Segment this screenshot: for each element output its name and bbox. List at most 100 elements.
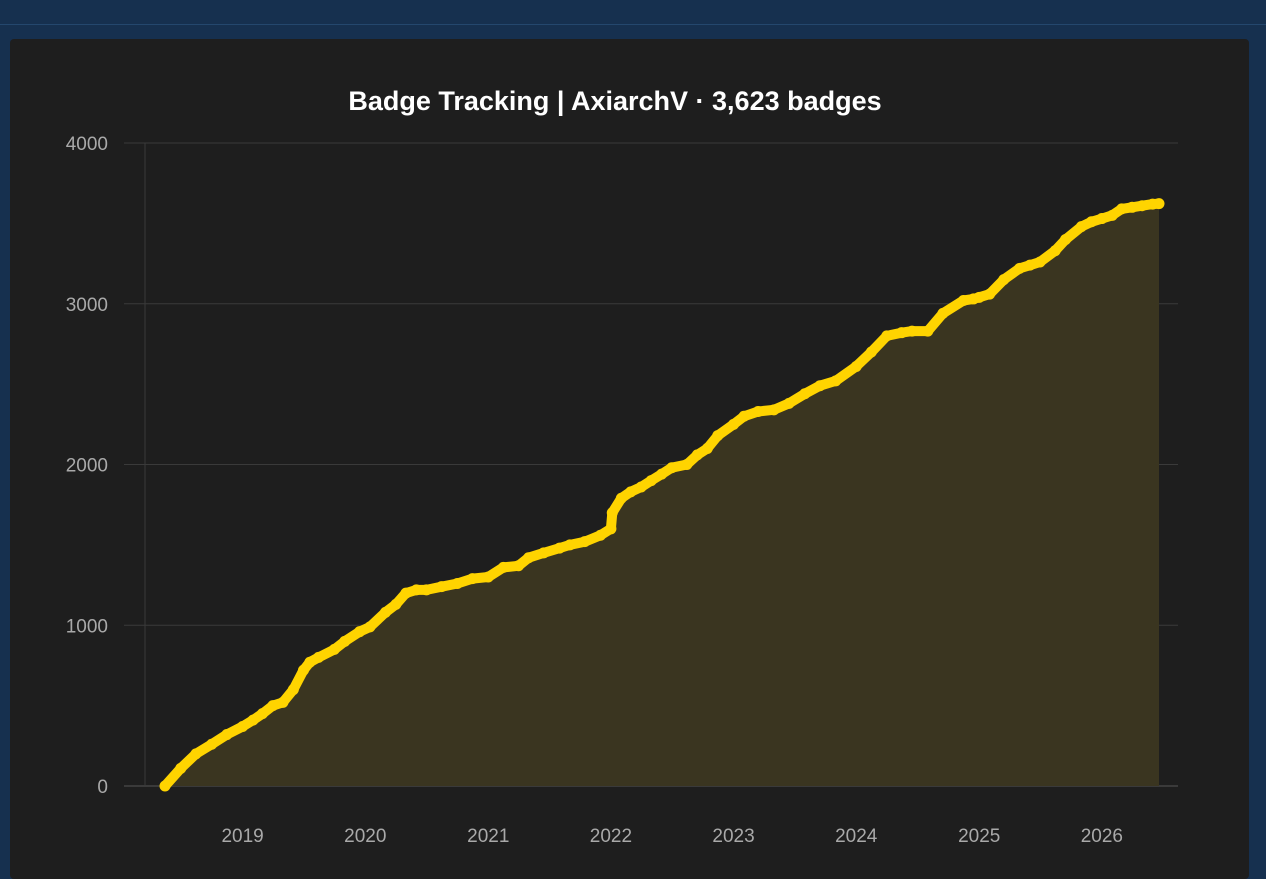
data-point [287,684,299,696]
data-point [937,307,949,319]
data-point [400,587,412,599]
x-tick-label: 2022 [590,826,632,847]
data-point [666,462,678,474]
data-point [1116,203,1128,215]
data-point [922,325,934,337]
data-point [625,486,637,498]
data-point [554,542,566,554]
data-point [850,360,862,372]
x-tick-label: 2021 [467,826,509,847]
data-point [906,325,918,337]
data-point [390,598,402,610]
data-point [783,397,795,409]
x-tick-label: 2020 [344,826,386,847]
data-point [466,573,478,585]
data-point [1034,256,1046,268]
data-point [1096,213,1108,225]
data-point [606,507,618,519]
data-point [175,762,187,774]
series-line [159,198,1165,792]
data-point [752,405,764,417]
data-point [865,346,877,358]
data-point [221,729,233,741]
x-tick-label: 2025 [958,826,1000,847]
data-point [1085,216,1097,228]
x-axis-ticks: 2019 2020 2021 2022 2023 2024 2025 2026 [221,826,1123,847]
data-point [354,626,366,638]
data-point [728,418,740,430]
data-point [256,708,268,720]
data-point [237,721,249,733]
data-point [313,651,325,663]
data-point [635,481,647,493]
data-point [328,643,340,655]
data-point [645,475,657,487]
data-point [768,404,780,416]
data-point [1049,245,1061,257]
data-point [595,529,607,541]
data-point [957,295,969,307]
data-point [984,288,996,300]
data-point [410,584,422,596]
area-fill [165,203,1159,787]
data-point [513,560,525,572]
y-tick-label: 1000 [66,616,108,637]
data-point [190,748,202,760]
y-tick-label: 0 [97,777,108,798]
x-tick-label: 2026 [1081,826,1123,847]
data-point [1014,262,1026,274]
data-point [814,380,826,392]
data-point [277,696,289,708]
data-point [379,606,391,618]
data-point [364,621,376,633]
data-point [297,664,309,676]
x-tick-label: 2019 [221,826,263,847]
area-path [165,203,1159,787]
data-point [1136,200,1148,212]
data-point [738,410,750,422]
top-navigation-bar [0,0,1266,25]
data-point [304,656,316,668]
data-point [896,327,908,339]
data-point [830,375,842,387]
chart-title: Badge Tracking | AxiarchV · 3,623 badges [348,86,881,116]
data-point [538,547,550,559]
chart-card: Badge Tracking | AxiarchV · 3,623 badges… [10,39,1249,879]
data-point [1075,221,1087,233]
data-point [579,536,591,548]
data-point [701,442,713,454]
data-point [881,330,893,342]
y-tick-label: 4000 [66,134,108,155]
data-point [482,571,494,583]
data-point [247,714,259,726]
data-point [339,635,351,647]
data-point [420,584,432,596]
data-point [1060,233,1072,245]
data-point [656,468,668,480]
data-point [681,459,693,470]
data-point [564,539,576,551]
data-point [436,581,448,593]
y-tick-label: 2000 [66,456,108,477]
data-point [206,738,218,750]
data-point [615,492,627,504]
data-point [799,388,811,400]
badge-chart: Badge Tracking | AxiarchV · 3,623 badges… [66,86,1178,847]
data-point [605,523,617,535]
data-point [1126,201,1138,213]
data-point [451,577,463,589]
y-tick-label: 3000 [66,295,108,316]
x-tick-label: 2023 [712,826,754,847]
data-point [523,552,535,564]
x-tick-label: 2024 [835,826,878,847]
data-point [159,780,171,792]
data-point [1153,198,1165,210]
data-point [973,291,985,303]
data-point [267,700,279,712]
data-point [497,561,509,573]
data-point [1106,209,1118,221]
data-point [712,430,724,442]
y-axis-ticks: 0 1000 2000 3000 4000 [66,134,108,798]
data-point [691,449,703,461]
data-point [1024,259,1036,271]
